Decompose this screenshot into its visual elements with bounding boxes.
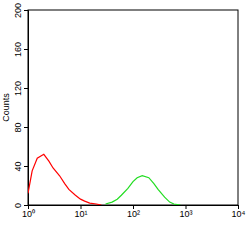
y-tick-label: 200 (13, 3, 23, 18)
histogram-line (28, 154, 101, 205)
y-tick-mark (24, 49, 28, 50)
y-tick-label: 120 (13, 81, 23, 96)
y-axis: 0 40 80 120 160 200 (13, 3, 29, 208)
y-tick-mark (24, 166, 28, 167)
x-tick-label: 10⁴ (232, 209, 246, 219)
y-tick-label: 40 (13, 161, 23, 171)
y-tick: 40 (13, 161, 28, 171)
x-tick-label: 10³ (179, 209, 192, 219)
y-axis-title: Counts (1, 93, 11, 122)
x-tick: 10³ (179, 205, 192, 219)
y-tick: 160 (13, 42, 28, 57)
y-tick-label: 160 (13, 42, 23, 57)
y-axis-line (24, 11, 29, 206)
series-group (28, 154, 180, 205)
y-tick: 200 (13, 3, 28, 18)
x-axis: 10⁰ 10¹ 10² 10³ 10⁴ (22, 205, 246, 219)
histogram-line (106, 176, 181, 205)
y-tick: 120 (13, 81, 28, 96)
y-tick: 80 (13, 122, 28, 132)
plot-frame (28, 10, 238, 205)
plot: 10⁰ 10¹ 10² 10³ 10⁴ 0 40 80 120 160 200 (13, 3, 246, 219)
x-tick: 10⁰ (22, 205, 35, 219)
y-tick-label: 80 (13, 122, 23, 132)
x-tick: 10² (127, 205, 140, 219)
y-tick-mark (24, 10, 28, 11)
x-tick: 10¹ (74, 205, 87, 219)
y-tick-mark (24, 205, 28, 206)
x-tick-label: 10⁰ (22, 209, 35, 219)
y-tick-mark (24, 127, 28, 128)
x-tick-label: 10¹ (74, 209, 87, 219)
y-tick-mark (24, 88, 28, 89)
x-tick: 10⁴ (232, 205, 246, 219)
y-tick-label: 0 (13, 203, 23, 208)
y-tick: 0 (13, 203, 28, 208)
x-tick-label: 10² (127, 209, 140, 219)
chart: 10⁰ 10¹ 10² 10³ 10⁴ 0 40 80 120 160 200 Counts (0, 0, 250, 225)
